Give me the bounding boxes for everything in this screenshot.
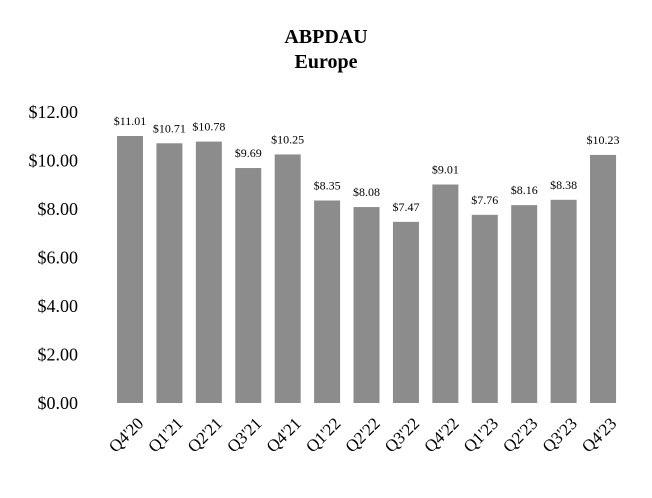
y-tick-label: $6.00 [38, 248, 79, 268]
bar [511, 205, 538, 403]
x-tick-label: Q4'20 [105, 414, 147, 456]
x-tick-label: Q4'22 [420, 414, 462, 456]
data-label: $10.23 [587, 133, 620, 147]
chart-title: ABPDAU [284, 26, 368, 48]
bar [274, 154, 301, 403]
x-tick-label: Q2'22 [342, 414, 384, 456]
x-tick-label: Q2'23 [499, 414, 541, 456]
data-label: $7.47 [392, 200, 419, 214]
x-tick-label: Q3'22 [381, 414, 423, 456]
data-label: $8.16 [511, 183, 538, 197]
y-tick-label: $2.00 [38, 345, 79, 365]
data-label: $10.25 [271, 132, 304, 146]
bar [471, 214, 498, 403]
bar [235, 168, 262, 403]
bar [590, 154, 617, 403]
data-label: $7.76 [471, 193, 498, 207]
bar [117, 136, 143, 403]
x-tick-label: Q1'22 [302, 414, 344, 456]
data-label: $9.69 [235, 146, 262, 160]
data-label: $10.78 [192, 120, 225, 134]
data-label: $9.01 [432, 163, 459, 177]
chart-subtitle: Europe [294, 51, 358, 73]
data-label: $8.35 [314, 179, 341, 193]
y-tick-label: $12.00 [29, 102, 79, 122]
x-tick-label: Q1'23 [460, 414, 502, 456]
data-label: $10.71 [153, 121, 186, 135]
y-tick-label: $4.00 [38, 296, 79, 316]
x-tick-label: Q2'21 [184, 414, 226, 456]
x-tick-label: Q4'23 [578, 414, 620, 456]
bar [550, 199, 577, 403]
bar [392, 221, 419, 403]
bar [195, 141, 222, 403]
bar [156, 143, 183, 403]
bar [432, 184, 459, 403]
x-tick-label: Q3'21 [223, 414, 265, 456]
y-tick-label: $10.00 [29, 151, 79, 171]
x-tick-label: Q4'21 [263, 414, 305, 456]
x-tick-label: Q3'23 [539, 414, 581, 456]
y-tick-label: $0.00 [38, 393, 79, 413]
data-label: $11.01 [114, 114, 147, 128]
y-tick-label: $8.00 [38, 199, 79, 219]
data-label: $8.08 [353, 185, 380, 199]
data-label: $8.38 [550, 178, 577, 192]
bar [353, 207, 380, 403]
bar [314, 200, 341, 403]
x-tick-label: Q1'21 [144, 414, 186, 456]
